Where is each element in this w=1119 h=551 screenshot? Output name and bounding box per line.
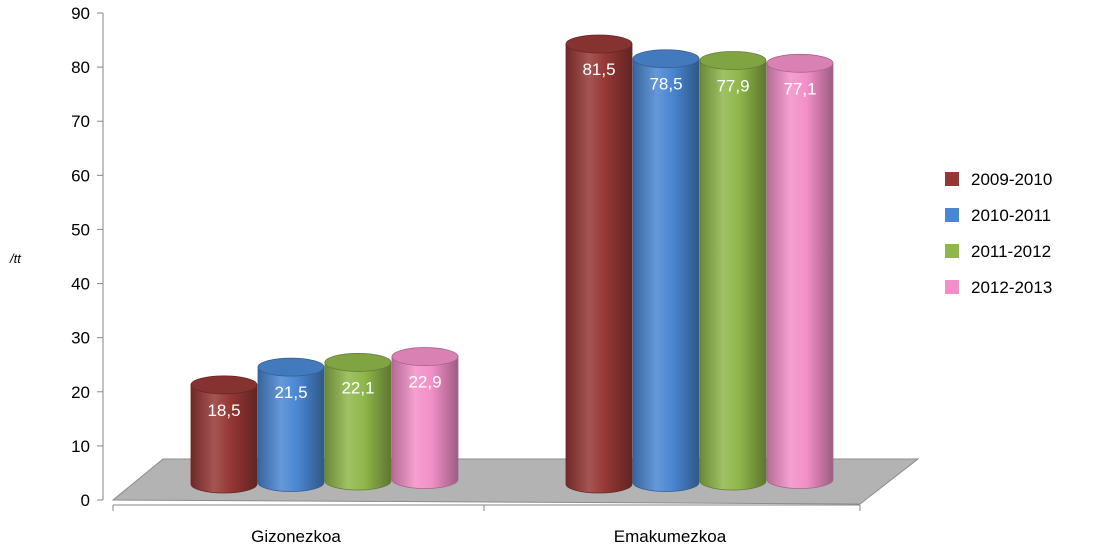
- legend-label: 2012-2013: [971, 278, 1052, 297]
- legend-label: 2009-2010: [971, 170, 1052, 189]
- legend-swatch: [945, 280, 959, 294]
- y-tick-label: 0: [81, 491, 90, 510]
- bar-body: [632, 58, 700, 492]
- axes: 0 10 20 30 40 50 60 70 80 90/tt Gizonezkoa Emakumez…: [9, 4, 861, 546]
- bar-body: [324, 362, 392, 491]
- bar-top: [699, 51, 767, 70]
- bar-top: [391, 347, 459, 366]
- bar: [257, 357, 325, 492]
- data-label: 77,9: [716, 76, 749, 95]
- bar-body: [391, 356, 459, 489]
- y-tick-label: 80: [71, 58, 90, 77]
- bar-top: [766, 53, 834, 73]
- bar-body: [190, 384, 258, 494]
- data-label: 78,5: [649, 75, 682, 94]
- data-label: 77,1: [783, 79, 816, 98]
- y-tick-label: 30: [71, 329, 90, 348]
- legend-label: 2010-2011: [971, 206, 1051, 225]
- bar-top: [565, 34, 633, 54]
- legend-swatch: [945, 244, 959, 258]
- y-tick-label: 40: [71, 275, 90, 294]
- legend-swatch: [945, 208, 959, 222]
- data-label: 22,9: [408, 373, 441, 392]
- bar-body: [257, 366, 325, 492]
- y-tick-label: 90: [71, 4, 90, 23]
- data-label: 22,1: [341, 378, 374, 397]
- legend: 2009-2010 2010-2011 2011-2012 2012-2013: [945, 170, 1052, 297]
- bar: [391, 347, 459, 489]
- bar: [632, 49, 700, 492]
- bar: [699, 51, 767, 491]
- bar: [565, 34, 633, 494]
- bar-top: [190, 375, 258, 395]
- data-label: 18,5: [207, 401, 240, 420]
- y-axis-title: /tt: [9, 251, 22, 266]
- bar-body: [699, 60, 767, 491]
- bar: [324, 353, 392, 491]
- y-tick-label: 70: [71, 112, 90, 131]
- bar: [190, 375, 258, 494]
- bar: [766, 53, 834, 489]
- y-tick-label: 50: [71, 220, 90, 239]
- bars: [190, 34, 834, 494]
- y-tick-label: 60: [71, 166, 90, 185]
- bar-top: [257, 357, 325, 377]
- data-label: 21,5: [274, 383, 307, 402]
- x-category-label: Gizonezkoa: [251, 527, 341, 546]
- legend-swatch: [945, 172, 959, 186]
- y-tick-label: 10: [71, 437, 90, 456]
- bar-top: [632, 49, 700, 69]
- x-category-label: Emakumezkoa: [614, 527, 727, 546]
- data-label: 81,5: [582, 60, 615, 79]
- y-tick-label: 20: [71, 383, 90, 402]
- bar-body: [766, 62, 834, 489]
- data-labels: 18,5 21,5 22,1 22,9 81,5 78,5 77,9 77,1: [207, 60, 816, 420]
- legend-label: 2011-2012: [971, 242, 1051, 261]
- bar-top: [324, 353, 392, 372]
- bar-body: [565, 43, 633, 494]
